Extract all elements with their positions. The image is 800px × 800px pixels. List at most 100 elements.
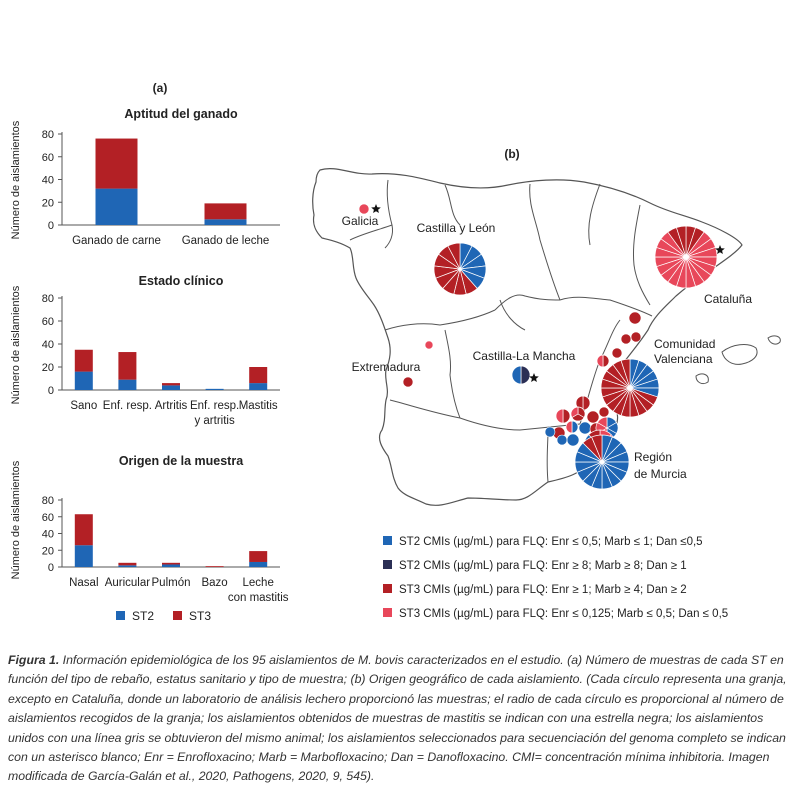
farm-circle	[620, 333, 632, 345]
farm-slice	[402, 376, 414, 388]
bar-st3-1	[74, 514, 93, 546]
epidemiology-figure: (a) Aptitud del ganado Número de aislamie…	[10, 81, 781, 623]
y-tick-label: 0	[48, 220, 54, 232]
mastitis-star-icon	[371, 204, 381, 213]
farm-slice	[556, 434, 568, 446]
y-tick-label: 60	[42, 512, 54, 524]
farm-slice	[565, 420, 573, 434]
bar-st2-1	[95, 188, 138, 225]
x-tick-label: Enf. resp.	[190, 400, 239, 412]
y-tick-label: 80	[42, 293, 54, 305]
bar-st2-2	[118, 379, 137, 390]
y-tick-label: 20	[42, 545, 54, 557]
farm-slice	[611, 347, 623, 359]
mic-legend-swatch	[383, 584, 392, 593]
st-legend: ST2 ST3	[116, 609, 211, 623]
farm-circle	[570, 406, 586, 422]
farm-circle	[630, 331, 642, 343]
farm-slice	[578, 421, 592, 435]
bar-st2-3	[162, 564, 180, 567]
region-label-7: Región	[634, 450, 672, 464]
x-tick-label: y artritis	[194, 415, 235, 427]
farm-slice	[555, 408, 564, 424]
farm-circle	[433, 242, 487, 296]
bar-st2-1	[74, 371, 93, 390]
mic-legend-swatch	[383, 608, 392, 617]
y-tick-label: 60	[42, 316, 54, 328]
region-label-4: Comunidad	[654, 337, 715, 351]
region-label-1: Galicia	[342, 214, 379, 228]
x-tick-label: Ganado de carne	[72, 235, 161, 247]
x-tick-label: Enf. resp.	[103, 400, 152, 412]
farm-circle	[402, 376, 414, 388]
farm-circle	[628, 311, 642, 325]
farm-circle	[598, 406, 610, 418]
chart-title: Aptitud del ganado	[124, 107, 238, 121]
x-tick-label: Sano	[70, 400, 97, 412]
farm-circles	[358, 203, 725, 490]
farm-circle	[556, 434, 568, 446]
panel-b-label: (b)	[504, 147, 519, 161]
farm-circle	[600, 358, 660, 418]
region-borders	[349, 179, 653, 483]
bar-st3-5	[249, 367, 268, 384]
farm-slice	[511, 365, 522, 385]
x-tick-label: Mastitis	[239, 400, 278, 412]
farm-slice	[582, 395, 591, 411]
y-axis-label: Número de aislamientos	[10, 120, 22, 239]
y-tick-label: 80	[42, 495, 54, 507]
legend-label-st2: ST2	[132, 609, 154, 623]
bar-st2-2	[118, 565, 137, 567]
mic-legend: ST2 CMIs (µg/mL) para FLQ: Enr ≤ 0,5; Ma…	[383, 536, 728, 620]
mic-legend-label: ST3 CMIs (µg/mL) para FLQ: Enr ≤ 0,125; …	[399, 608, 728, 620]
region-label-2: Castilla y León	[417, 221, 496, 235]
bar-st3-5	[249, 551, 268, 562]
y-axis-label: Número de aislamientos	[10, 460, 22, 579]
farm-slice	[596, 354, 604, 368]
farm-circle	[544, 426, 556, 438]
figure-caption: Figura 1. Información epidemiológica de …	[8, 651, 792, 787]
bar-st3-1	[95, 138, 138, 189]
legend-label-st3: ST3	[189, 609, 211, 623]
legend-swatch-st2	[116, 611, 125, 620]
bar-st3-3	[162, 562, 180, 565]
farm-circle	[574, 434, 630, 490]
panel-a-label: (a)	[153, 81, 168, 95]
chart-title: Origen de la muestra	[119, 454, 244, 468]
region-label-6: Extremadura	[352, 360, 421, 374]
region-label-5: Castilla-La Mancha	[473, 349, 576, 363]
farm-circle	[586, 410, 600, 424]
balearic-islands	[695, 335, 781, 385]
farm-circle	[424, 340, 434, 350]
bar-chart-2: Estado clínico Número de aislamientos 0 20 4…	[10, 274, 280, 427]
mastitis-star-icon	[715, 245, 725, 254]
x-tick-label: Artritis	[155, 400, 188, 412]
farm-circle	[654, 225, 718, 289]
spain-map: Galicia Castilla y León Cataluña ComunidadV…	[312, 168, 781, 506]
bar-st3-3	[162, 383, 180, 386]
region-labels: Galicia Castilla y León Cataluña ComunidadV…	[342, 214, 753, 481]
farm-slice	[358, 203, 370, 215]
farm-circle	[511, 365, 531, 385]
y-tick-label: 20	[42, 362, 54, 374]
bar-st2-3	[162, 385, 180, 390]
farm-circle	[358, 203, 370, 215]
x-tick-label: Pulmón	[152, 577, 191, 589]
bar-chart-1: Aptitud del ganado Número de aislamientos…	[10, 107, 280, 247]
bar-st2-5	[249, 561, 268, 567]
farm-circle	[566, 433, 580, 447]
bar-chart-3: Origen de la muestra Número de aislamient…	[10, 454, 289, 604]
farm-slice	[591, 434, 603, 463]
farm-slice	[586, 410, 600, 424]
y-tick-label: 0	[48, 562, 54, 574]
region-label-7-line2: de Murcia	[634, 467, 687, 481]
farm-circle	[565, 420, 579, 434]
mic-legend-label: ST3 CMIs (µg/mL) para FLQ: Enr ≥ 1; Marb…	[399, 584, 687, 596]
farm-slice	[570, 406, 579, 418]
bar-st3-2	[118, 562, 137, 566]
caption-label: Figura 1.	[8, 653, 60, 667]
x-tick-label: Leche	[243, 577, 274, 589]
y-tick-label: 40	[42, 339, 54, 351]
farm-slice	[620, 333, 632, 345]
x-tick-label: con mastitis	[228, 592, 289, 604]
